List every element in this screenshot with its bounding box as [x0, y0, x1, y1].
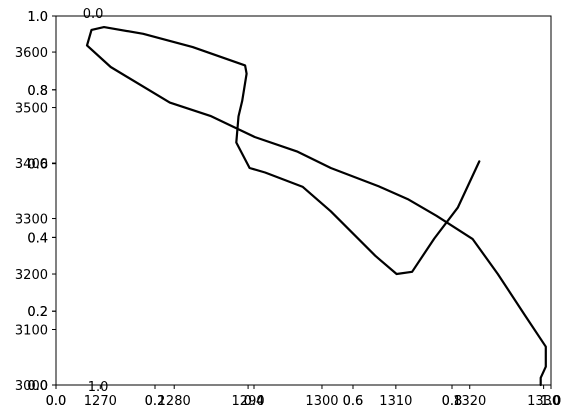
x-tick-label: 1330 — [527, 394, 560, 409]
overlay-x-tick-label: 0.0 — [46, 394, 67, 409]
x-tick-label: 1270 — [84, 394, 117, 409]
overlay-y-tick-label: 0.0 — [27, 379, 48, 394]
y-tick-label: 3400 — [15, 157, 48, 172]
overlay-x-tick-label: 0.8 — [442, 394, 463, 409]
x-tick-label: 1310 — [379, 394, 412, 409]
y-tick-label: 3300 — [15, 213, 48, 228]
overlay-y-tick-label: 0.2 — [27, 305, 48, 320]
y-tick-label: 3000 — [15, 379, 48, 394]
overlay-y-tick-label: 0.2 — [27, 305, 48, 320]
overlay-x-tick-label: 0.2 — [145, 394, 166, 409]
x-tick-label: 1290 — [232, 394, 265, 409]
overlay-x-tick-label: 0.0 — [46, 394, 67, 409]
primary-x-ticks: 1270 1280 1290 1300 1310 1320 1330 — [84, 385, 560, 409]
overlay-x-tick-label: 0.6 — [343, 394, 364, 409]
series-line — [85, 26, 547, 387]
overlay-x-tick-label: 1.0 — [541, 394, 562, 409]
x-tick-label: 1320 — [453, 394, 486, 409]
overlay-y-tick-label: 0.8 — [27, 84, 48, 99]
overlay-x-tick-label: 0.2 — [145, 394, 166, 409]
overlay-x-tick-label: 0.6 — [343, 394, 364, 409]
y-tick-label: 3500 — [15, 102, 48, 117]
x-tick-label: 1300 — [305, 394, 338, 409]
primary-y-ticks: 3000 3100 3200 3300 3400 3500 3600 — [15, 46, 56, 394]
overlay-y-tick-label: 0.4 — [27, 231, 48, 246]
overlay-x-tick-label: 1.0 — [541, 394, 562, 409]
stray-top-label: 0.0 — [83, 7, 104, 22]
overlay-y-tick-label: 0.4 — [27, 231, 48, 246]
overlay-axes: 0.0 0.2 0.4 0.6 0.8 1.00.00.20.40.60.81.00.0 0… — [27, 10, 561, 409]
overlay-y-tick-label: 1.0 — [27, 10, 48, 25]
y-tick-label: 3100 — [15, 324, 48, 339]
overlay-y-tick-label: 0.6 — [27, 158, 48, 173]
series-layer — [85, 26, 547, 387]
y-tick-label: 3600 — [15, 46, 48, 61]
overlay-y-tick-label: 1.0 — [27, 10, 48, 25]
overlay-x-tick-label: 0.4 — [244, 394, 265, 409]
y-tick-label: 3200 — [15, 268, 48, 283]
stray-bottom-label: 1.0 — [88, 380, 109, 395]
overlay-x-tick-label: 0.8 — [442, 394, 463, 409]
overlay-y-tick-label: 0.8 — [27, 84, 48, 99]
plot-frame — [55, 15, 552, 386]
overlay-y-tick-label: 0.6 — [27, 158, 48, 173]
extra-labels: 0.0 1.0 — [83, 7, 109, 395]
overlay-x-tick-label: 0.4 — [244, 394, 265, 409]
x-tick-label: 1280 — [158, 394, 191, 409]
overlay-y-tick-label: 0.0 — [27, 379, 48, 394]
